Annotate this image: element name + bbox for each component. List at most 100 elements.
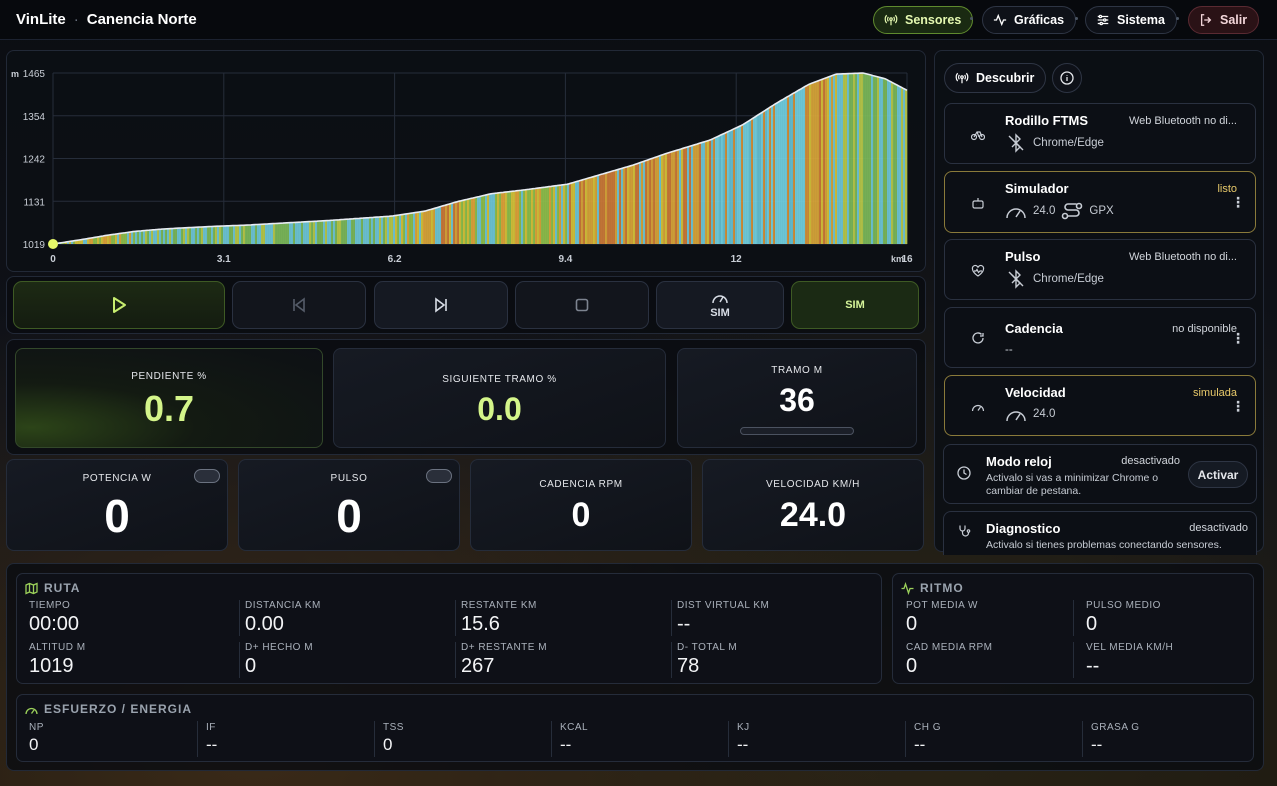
info-button[interactable] [1052, 63, 1082, 93]
profile-segment [555, 185, 558, 244]
position-marker [48, 239, 58, 249]
profile-segment [101, 236, 104, 244]
device-velocidad-menu-icon[interactable]: ⋮ [1231, 398, 1245, 414]
cadencia-label: CADENCIA RPM [539, 479, 623, 490]
device-velocidad[interactable]: Velocidad simulada 24.0 ⋮ [944, 375, 1256, 436]
profile-segment [609, 171, 612, 244]
play-button[interactable] [13, 281, 225, 329]
profile-segment [733, 128, 736, 244]
profile-segment [103, 235, 106, 244]
profile-segment [685, 147, 688, 244]
device-simulador[interactable]: Simulador listo 24.0 GPX ⋮ [944, 171, 1256, 233]
logout-button[interactable]: Salir [1188, 6, 1260, 34]
profile-segment [691, 145, 694, 244]
profile-segment [157, 229, 160, 244]
device-simulador-menu-icon[interactable]: ⋮ [1231, 194, 1245, 210]
profile-segment [659, 155, 662, 244]
profile-segment [763, 111, 766, 245]
profile-segment [337, 219, 340, 244]
profile-segment [585, 178, 588, 244]
profile-segment [855, 73, 858, 244]
sliders-icon [1097, 14, 1109, 26]
discover-button[interactable]: Descubrir [944, 63, 1047, 93]
profile-segment [573, 182, 576, 244]
brand: VinLite · Canencia Norte [16, 11, 197, 28]
device-rodillo[interactable]: Rodillo FTMS Web Bluetooth no di... Chro… [944, 103, 1256, 164]
profile-segment [701, 142, 704, 244]
profile-segment [703, 141, 706, 244]
device-simulador-sub: 24.0 GPX [1005, 201, 1114, 221]
profile-segment [383, 216, 386, 244]
profile-segment [251, 224, 254, 244]
device-cadencia-menu-icon[interactable]: ⋮ [1231, 330, 1245, 346]
profile-segment [463, 200, 466, 244]
profile-segment [689, 146, 692, 244]
profile-segment [81, 239, 84, 244]
profile-segment [529, 189, 532, 244]
profile-segment [169, 228, 172, 244]
profile-segment [865, 73, 868, 244]
device-rodillo-name: Rodillo FTMS [1005, 113, 1089, 128]
potencia-toggle[interactable] [194, 469, 220, 483]
profile-segment [723, 133, 726, 244]
profile-segment [583, 179, 586, 244]
profile-segment [351, 218, 354, 244]
stat-np: NP 0 [29, 722, 44, 754]
profile-segment [147, 230, 150, 244]
profile-segment [421, 211, 424, 244]
profile-segment [187, 227, 190, 244]
profile-segment [373, 217, 376, 244]
nav-sistema-label: Sistema [1117, 13, 1165, 27]
profile-segment [133, 231, 136, 244]
profile-segment [127, 232, 130, 244]
stop-button[interactable] [515, 281, 649, 329]
profile-segment [79, 239, 82, 244]
profile-segment [631, 165, 634, 244]
elevation-chart[interactable]: 1465 1354 1242 1131 1019 0 3.1 6.2 9.4 12 16 m km [7, 51, 925, 271]
device-pulso-sub: Chrome/Edge [1005, 268, 1104, 290]
profile-segment [711, 139, 714, 244]
profile-segment [229, 225, 232, 244]
profile-segment [465, 199, 468, 244]
sim-mode-button[interactable]: SIM [791, 281, 919, 329]
profile-segment [299, 222, 302, 244]
profile-segment [355, 218, 358, 244]
profile-segment [567, 184, 570, 244]
profile-segment [791, 94, 794, 244]
skip-back-icon [293, 297, 305, 313]
nav-graficas-button[interactable]: Gráficas [982, 6, 1077, 34]
profile-segment [849, 73, 852, 245]
pulso-toggle[interactable] [426, 469, 452, 483]
profile-segment [283, 223, 286, 244]
profile-segment [635, 164, 638, 244]
profile-segment [725, 132, 728, 244]
profile-segment [89, 238, 92, 244]
device-cadencia[interactable]: Cadencia no disponible -- ⋮ [944, 307, 1256, 368]
profile-segment [357, 218, 360, 244]
profile-segment [285, 222, 288, 244]
profile-segment [739, 126, 742, 244]
cadencia-value: 0 [571, 496, 591, 534]
nav-sensores-label: Sensores [905, 13, 962, 27]
profile-segment [861, 73, 864, 244]
next-button[interactable] [374, 281, 508, 329]
profile-segment [167, 228, 170, 244]
sim-speed-button[interactable]: SIM [656, 281, 784, 329]
profile-segment [511, 191, 514, 244]
device-velocidad-sub: 24.0 [1005, 405, 1055, 423]
previous-button[interactable] [232, 281, 366, 329]
profile-segment [607, 172, 610, 244]
top-bar: VinLite · Canencia Norte Sensores Gráficas… [0, 0, 1277, 40]
device-pulso[interactable]: Pulso Web Bluetooth no di... Chrome/Edge [944, 239, 1256, 300]
profile-segment [305, 221, 308, 244]
siguiente-value: 0.0 [477, 391, 522, 427]
profile-segment [403, 214, 406, 244]
profile-segment [755, 116, 758, 244]
profile-segment [329, 220, 332, 244]
nav-graficas-label: Gráficas [1014, 13, 1065, 27]
nav-sensores-button[interactable]: Sensores [873, 6, 974, 34]
profile-segment [823, 78, 826, 244]
activar-button[interactable]: Activar [1188, 461, 1248, 488]
nav-sistema-button[interactable]: Sistema [1085, 6, 1177, 34]
